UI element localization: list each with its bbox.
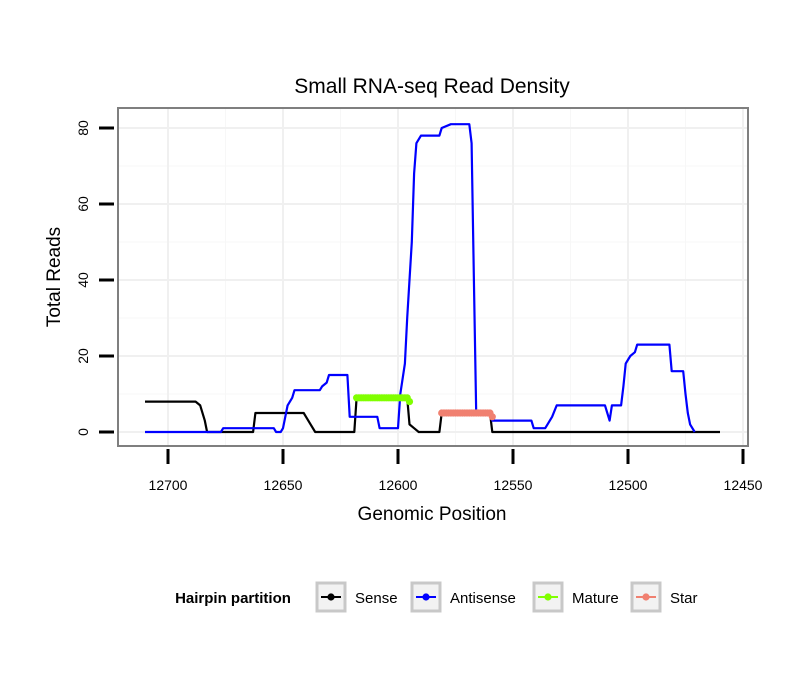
legend-title: Hairpin partition — [175, 590, 291, 607]
grid-minor — [118, 108, 748, 446]
legend-label: Antisense — [450, 590, 516, 607]
y-tick-label: 20 — [75, 348, 91, 364]
legend-key-point — [544, 593, 552, 601]
star-point — [488, 413, 496, 421]
antisense-line — [145, 123, 696, 434]
y-tick-label: 80 — [75, 120, 91, 136]
legend-key-box — [410, 581, 442, 613]
series-star — [438, 409, 496, 421]
x-tick-label: 12500 — [609, 477, 648, 493]
x-tick-label: 12700 — [149, 477, 188, 493]
x-tick-label: 12450 — [724, 477, 763, 493]
plot-border — [117, 107, 749, 447]
legend-entry-star: Star — [630, 581, 698, 613]
series-layer — [145, 123, 720, 434]
legend-label: Sense — [355, 590, 398, 607]
sense-line — [145, 396, 720, 434]
y-axis: 0 20 40 60 80 — [75, 120, 114, 436]
x-axis: 12700 12650 12600 12550 12500 12450 — [149, 449, 763, 493]
legend: Hairpin partition Sense Antisense Mature St… — [175, 581, 698, 613]
chart-title: Small RNA-seq Read Density — [294, 75, 570, 98]
plot-background — [118, 108, 748, 446]
legend-key-point — [642, 593, 650, 601]
y-tick-label: 40 — [75, 272, 91, 288]
legend-key-point — [422, 593, 430, 601]
series-sense — [145, 396, 720, 434]
x-tick-label: 12550 — [494, 477, 533, 493]
series-mature — [353, 394, 414, 406]
legend-key-point — [327, 593, 335, 601]
y-tick-label: 60 — [75, 196, 91, 212]
y-tick-label: 0 — [75, 428, 91, 436]
mature-point — [405, 398, 414, 406]
legend-entry-sense: Sense — [315, 581, 398, 613]
y-axis-label: Total Reads — [44, 227, 65, 327]
legend-label: Mature — [572, 590, 619, 607]
legend-label: Star — [670, 590, 698, 607]
x-tick-label: 12650 — [264, 477, 303, 493]
x-tick-label: 12600 — [379, 477, 418, 493]
series-antisense — [145, 123, 696, 434]
legend-entry-antisense: Antisense — [410, 581, 516, 613]
legend-entry-mature: Mature — [532, 581, 619, 613]
plot-area — [117, 107, 749, 447]
x-axis-label: Genomic Position — [358, 504, 507, 525]
